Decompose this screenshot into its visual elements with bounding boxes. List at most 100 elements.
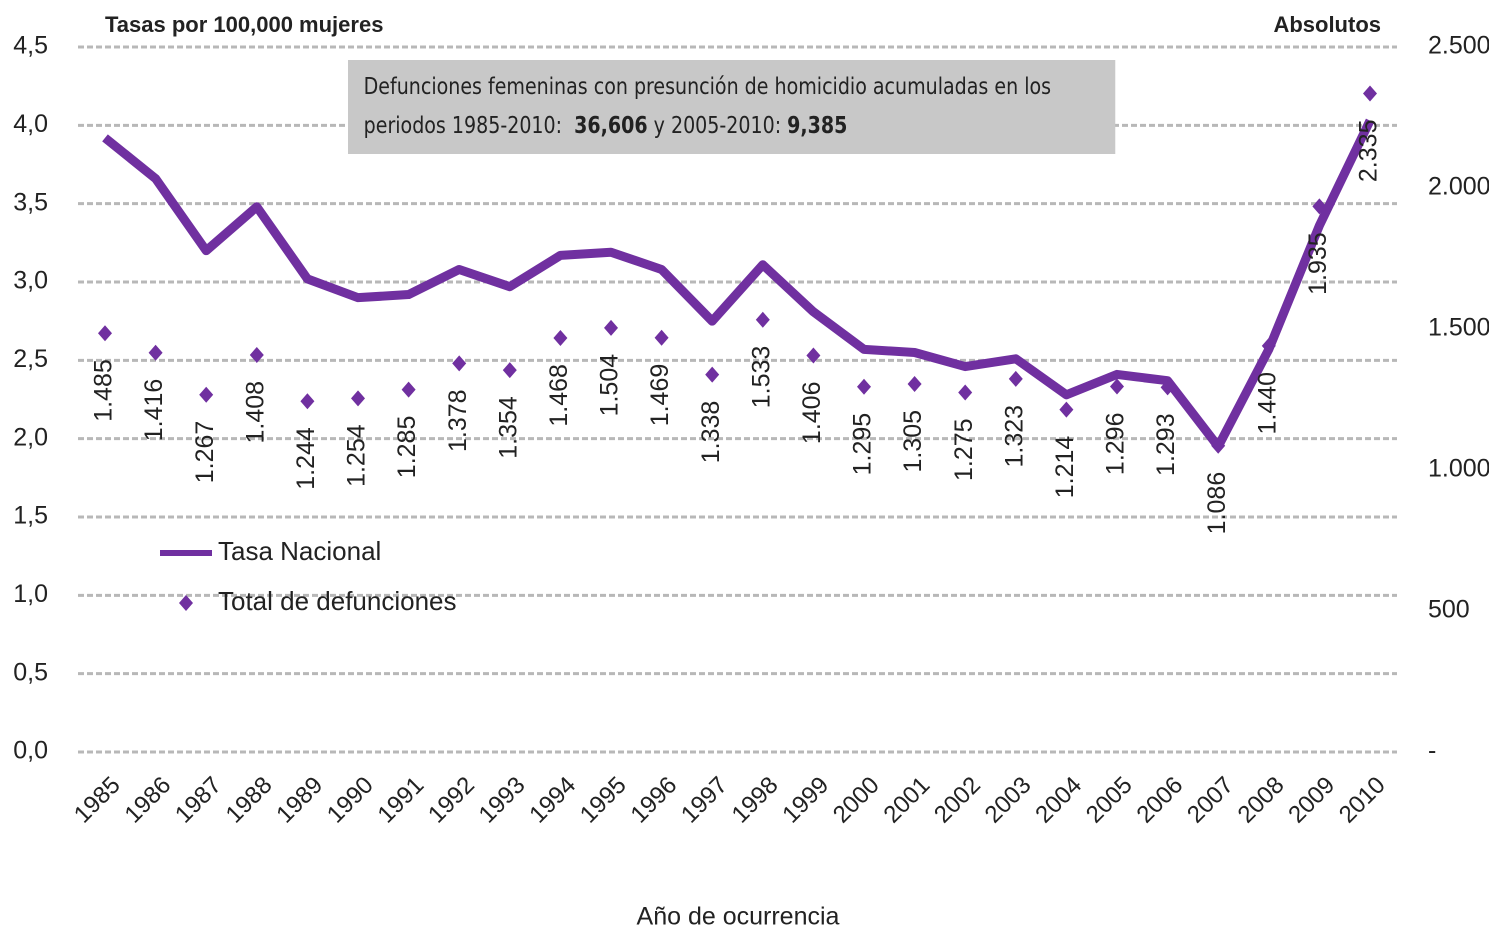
x-tick-label: 1997	[676, 772, 733, 829]
x-tick-label: 2009	[1283, 772, 1340, 829]
diamond-marker	[1363, 85, 1377, 102]
y-tick-label: 1,5	[13, 502, 48, 530]
diamond-marker	[1211, 437, 1226, 454]
data-label: 1.533	[747, 346, 775, 409]
annotation-text: y 2005-2010:	[647, 113, 788, 139]
x-tick-label: 1991	[372, 772, 429, 829]
x-tick-label: 2002	[929, 772, 986, 829]
data-label: 1.254	[343, 424, 371, 487]
diamond-marker	[199, 386, 214, 403]
x-tick-label: 1987	[170, 772, 227, 829]
diamond-marker	[755, 311, 770, 328]
y-tick-label: 0,0	[13, 737, 48, 765]
diamond-marker	[452, 355, 467, 372]
annotation-text: 9,385	[787, 113, 848, 139]
data-label: 1.323	[1000, 405, 1028, 468]
y-tick-label: 3,0	[13, 267, 48, 295]
x-tick-label: 1994	[524, 772, 581, 829]
x-tick-label: 1996	[625, 772, 682, 829]
data-label: 1.267	[191, 421, 219, 484]
y-tick-label: 3,5	[13, 188, 48, 216]
y-tick-label: 4,5	[13, 32, 48, 60]
diamond-marker	[806, 347, 821, 364]
y2-axis-title: Absolutos	[1273, 12, 1381, 37]
y2-tick-label: 500	[1428, 596, 1470, 624]
data-label: 1.485	[90, 359, 118, 422]
diamond-marker	[958, 384, 973, 401]
x-tick-label: 1985	[69, 772, 126, 829]
y2-tick-label: 2.500	[1428, 32, 1489, 60]
y2-tick-label: 1.500	[1428, 314, 1489, 342]
y-tick-label: 4,0	[13, 110, 48, 138]
x-tick-label: 2003	[980, 772, 1037, 829]
diamond-marker	[1160, 379, 1175, 396]
legend-label: Tasa Nacional	[218, 536, 381, 566]
x-tick-label: 2000	[828, 772, 885, 829]
annotation-text: Defunciones femeninas con presunción de …	[363, 74, 1058, 139]
y-tick-label: 0,5	[13, 658, 48, 686]
y-axis-title: Tasas por 100,000 mujeres	[105, 12, 383, 37]
diamond-marker	[1110, 378, 1124, 395]
y2-tick-label: -	[1428, 737, 1436, 765]
y-tick-label: 2,5	[13, 345, 48, 373]
x-tick-label: 1988	[221, 772, 278, 829]
x-tick-label: 2004	[1030, 772, 1087, 829]
data-label: 1.408	[241, 381, 269, 444]
diamond-marker	[553, 330, 568, 347]
x-tick-label: 1989	[271, 772, 328, 829]
data-label: 1.244	[292, 427, 320, 490]
line-series	[102, 118, 1375, 451]
data-label: 1.504	[596, 354, 624, 417]
diamond-marker	[1312, 198, 1327, 215]
y-tick-label: 2,0	[13, 423, 48, 451]
x-tick-label: 2008	[1233, 772, 1290, 829]
y2-tick-label: 1.000	[1428, 455, 1489, 483]
data-label: 1.275	[950, 418, 978, 481]
data-label: 1.295	[849, 413, 877, 476]
x-tick-label: 2010	[1334, 772, 1391, 829]
annotation-text: 36,606	[574, 113, 648, 139]
legend-label: Total de defunciones	[218, 586, 457, 616]
data-label: 1.469	[646, 364, 674, 427]
data-label: 1.416	[140, 379, 168, 442]
x-tick-label: 1986	[119, 772, 176, 829]
diamond-marker	[1261, 337, 1276, 354]
data-label: 1.214	[1051, 436, 1079, 499]
x-tick-label: 2006	[1131, 772, 1188, 829]
data-label: 1.086	[1203, 472, 1231, 535]
diamond-marker	[604, 319, 618, 336]
data-label: 1.406	[798, 382, 826, 445]
data-label: 1.338	[697, 401, 725, 464]
diamond-marker	[502, 362, 517, 379]
diamond-marker	[98, 325, 112, 342]
diamond-marker	[1008, 370, 1023, 387]
data-label: 2.335	[1355, 120, 1383, 183]
data-label: 1.305	[899, 410, 927, 473]
x-tick-label: 1993	[474, 772, 531, 829]
data-label: 1.354	[494, 396, 522, 459]
x-tick-label: 1990	[322, 772, 379, 829]
diamond-marker	[705, 366, 720, 383]
legend-diamond	[179, 595, 193, 611]
x-tick-label: 1992	[423, 772, 480, 829]
y2-tick-label: 2.000	[1428, 173, 1489, 201]
diamond-marker	[857, 378, 871, 395]
diamond-marker	[249, 346, 264, 363]
diamond-marker	[401, 381, 416, 398]
x-tick-label: 1995	[575, 772, 632, 829]
diamond-marker	[907, 375, 922, 392]
annotation: Defunciones femeninas con presunción de …	[348, 60, 1116, 154]
diamond-marker	[300, 393, 315, 410]
x-tick-label: 2005	[1081, 772, 1138, 829]
data-label: 1.296	[1102, 413, 1130, 476]
data-label: 1.378	[444, 389, 472, 452]
data-label: 1.935	[1304, 232, 1332, 295]
x-axis-title: Año de ocurrencia	[637, 903, 840, 931]
x-tick-label: 1998	[727, 772, 784, 829]
x-tick-label: 2001	[878, 772, 935, 829]
x-tick-label: 2007	[1182, 772, 1239, 829]
data-label: 1.468	[545, 364, 573, 427]
diamond-marker	[654, 329, 669, 346]
data-label: 1.293	[1152, 413, 1180, 476]
data-label: 1.440	[1253, 372, 1281, 435]
